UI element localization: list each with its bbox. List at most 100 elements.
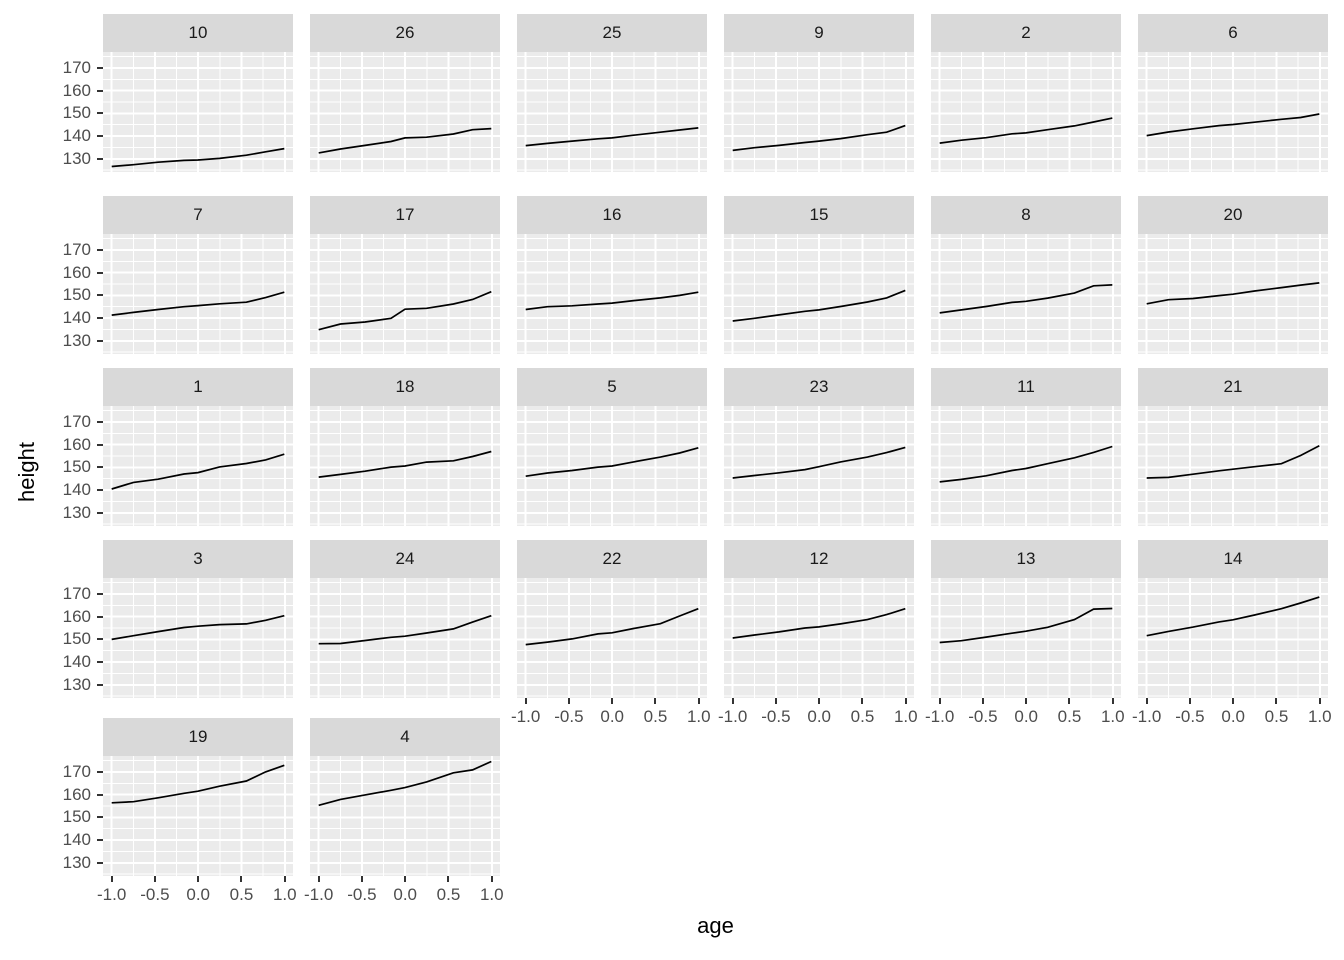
x-tick-label: -0.5 [554,707,584,726]
facet-cell-7: 7 [103,196,293,354]
facet-cell-2: 2 [931,14,1121,172]
facet-strip-label: 10 [103,14,293,52]
y-tick-label: 160 [62,80,91,100]
x-tick-label: 1.0 [1100,707,1125,726]
y-tick-label: 130 [62,148,91,168]
x-tick-label: -0.5 [347,885,377,904]
facet-cell-9: 9 [724,14,914,172]
facet-cell-8: 8 [931,196,1121,354]
facet-panel [517,406,707,526]
facet-panel [310,234,500,354]
facet-panel [103,52,293,172]
facet-cell-3: 3 [103,540,293,698]
x-tick-label: -1.0 [510,707,541,726]
facet-strip-label: 24 [310,540,500,578]
facet-panel [103,756,293,876]
x-tick-label: 1.0 [893,707,918,726]
x-tick-mark [567,698,570,704]
y-tick-mark [97,443,103,446]
x-tick-label: -0.5 [1175,707,1205,726]
facet-panel [103,578,293,698]
y-tick-mark [97,770,103,773]
data-line-subject-3 [111,614,285,641]
facet-panel [724,234,914,354]
facet-cell-16: 16 [517,196,707,354]
data-line-subject-15 [732,289,906,322]
x-tick-mark [904,698,907,704]
facet-panel [724,406,914,526]
facet-strip-label: 21 [1138,368,1328,406]
facet-strip-label: 3 [103,540,293,578]
y-tick-mark [97,135,103,138]
x-tick-label: -1.0 [96,885,127,904]
y-tick-label: 150 [62,457,91,477]
x-tick-mark [731,698,734,704]
facet-cell-10: 10 [103,14,293,172]
x-tick-mark [404,876,407,882]
x-tick-mark [1188,698,1191,704]
facet-panel [724,578,914,698]
facet-strip-label: 5 [517,368,707,406]
facet-panel [931,406,1121,526]
x-tick-mark [1111,698,1114,704]
y-tick-mark [97,157,103,160]
y-tick-mark [97,89,103,92]
y-tick-label: 140 [62,308,91,328]
data-line-subject-5 [525,446,699,478]
x-tick-label: 0.0 [807,707,832,726]
y-tick-mark [97,793,103,796]
y-tick-mark [97,615,103,618]
x-tick-label: -1.0 [717,707,748,726]
y-tick-label: 130 [62,852,91,872]
facet-strip-label: 4 [310,718,500,756]
facet-cell-18: 18 [310,368,500,526]
y-tick-label: 170 [62,583,91,603]
y-tick-mark [97,511,103,514]
facet-strip-label: 8 [931,196,1121,234]
x-tick-label: 0.5 [1264,707,1289,726]
data-line-subject-1 [111,453,285,490]
facet-cell-13: 13 [931,540,1121,698]
facet-panel [310,756,500,876]
facet-strip-label: 22 [517,540,707,578]
facet-strip-label: 26 [310,14,500,52]
y-tick-mark [97,638,103,641]
y-tick-mark [97,592,103,595]
y-tick-label: 160 [62,434,91,454]
x-tick-label: -0.5 [140,885,170,904]
facet-cell-5: 5 [517,368,707,526]
x-tick-label: 0.5 [436,885,461,904]
y-tick-mark [97,861,103,864]
x-tick-label: 0.0 [393,885,418,904]
y-tick-mark [97,317,103,320]
y-tick-label: 150 [62,629,91,649]
y-tick-label: 160 [62,784,91,804]
y-tick-label: 170 [62,761,91,781]
facet-strip-label: 7 [103,196,293,234]
x-tick-label: 0.5 [1057,707,1082,726]
facet-panel [103,406,293,526]
x-tick-mark [818,698,821,704]
facet-panel [517,234,707,354]
facet-strip-label: 9 [724,14,914,52]
facet-strip-label: 13 [931,540,1121,578]
y-tick-mark [97,489,103,492]
facet-panel [1138,578,1328,698]
x-tick-label: 0.0 [186,885,211,904]
facet-cell-12: 12 [724,540,914,698]
data-line-subject-21 [1146,445,1320,479]
facet-cell-14: 14 [1138,540,1328,698]
x-tick-mark [1318,698,1321,704]
x-tick-label: 0.5 [643,707,668,726]
data-line-subject-22 [525,607,699,646]
facet-strip-label: 2 [931,14,1121,52]
x-tick-mark [981,698,984,704]
facet-panel [931,578,1121,698]
data-line-subject-18 [318,450,492,478]
x-tick-label: -0.5 [761,707,791,726]
data-line-subject-11 [939,445,1113,483]
facet-panel [517,578,707,698]
y-tick-label: 160 [62,606,91,626]
data-line-subject-20 [1146,282,1320,305]
